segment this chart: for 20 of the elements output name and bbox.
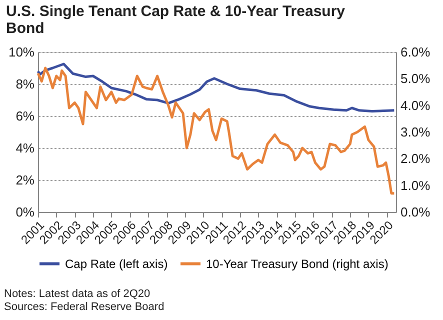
y2-tick-label: 6.0% [400, 44, 431, 60]
y-tick-label: 0% [16, 204, 35, 220]
y-tick-label: 8% [16, 76, 35, 92]
y2-tick-label: 0.0% [400, 204, 431, 220]
y2-tick-label: 3.0% [400, 124, 431, 140]
source-note: Sources: Federal Reserve Board [4, 301, 164, 313]
y-tick-label: 10% [8, 44, 35, 60]
y-tick-label: 4% [16, 140, 35, 156]
text: Notes: Latest data as of 2Q20 [4, 288, 150, 300]
legend-label: Cap Rate (left axis) [65, 256, 168, 271]
y2-tick-label: 4.0% [400, 98, 431, 113]
y-tick-label: 6% [16, 108, 35, 124]
y2-tick-label: 1.0% [400, 178, 431, 193]
line-series [36, 62, 396, 112]
line-series [36, 66, 396, 195]
y2-tick-label: 2.0% [400, 151, 431, 166]
y2-tick-label: 5.0% [400, 71, 431, 86]
chart-title: U.S. Single Tenant Cap Rate & 10-Year Treasury Bond [6, 3, 346, 37]
y-tick-label: 2% [16, 172, 35, 188]
legend-label: 10-Year Treasury Bond (right axis) [206, 256, 388, 271]
